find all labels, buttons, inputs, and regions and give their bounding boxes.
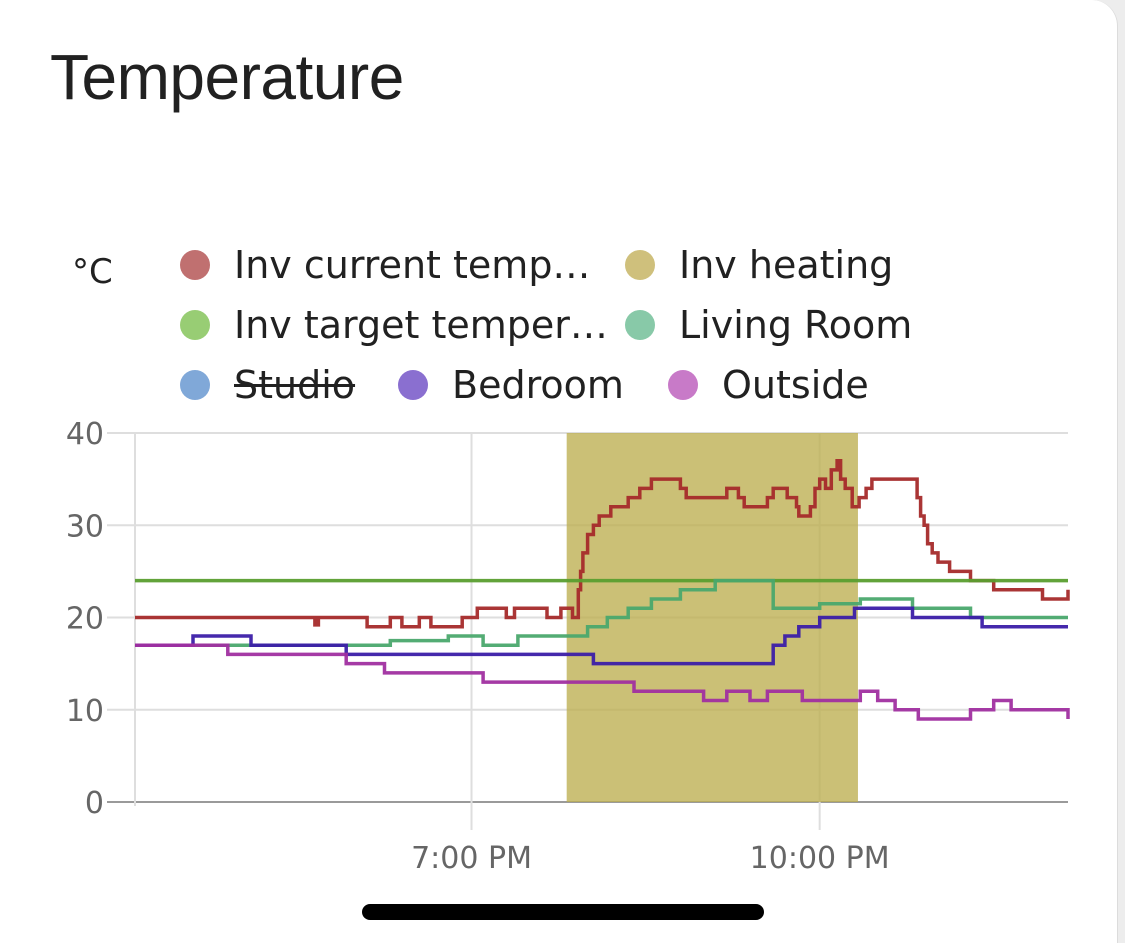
x-tick-label: 10:00 PM	[750, 841, 890, 876]
y-axis-unit-label: °C	[72, 252, 113, 292]
card-title: Temperature	[50, 41, 404, 113]
legend-label: Outside	[722, 363, 869, 407]
series-outside-line	[135, 643, 1070, 721]
legend-label: Studio	[234, 363, 356, 407]
legend-item-inv-heating[interactable]: Inv heating	[625, 243, 893, 287]
legend-label: Inv current temp…	[234, 243, 591, 287]
legend-item-bedroom[interactable]: Bedroom	[398, 363, 624, 407]
legend-label: Inv target temper…	[234, 303, 608, 347]
legend-color-dot	[668, 370, 698, 400]
legend-item-studio[interactable]: Studio	[180, 363, 355, 407]
legend-item-inv-current-temp[interactable]: Inv current temp…	[180, 243, 590, 287]
legend-label: Bedroom	[452, 363, 624, 407]
legend-color-dot	[625, 250, 655, 280]
legend-color-dot	[180, 250, 210, 280]
series-inv-current-temp-line	[135, 458, 1070, 629]
y-tick-label: 20	[66, 602, 104, 637]
legend-color-dot	[180, 310, 210, 340]
y-tick-label: 40	[66, 417, 104, 452]
y-tick-label: 30	[66, 509, 104, 544]
series-bedroom-line	[135, 606, 1068, 666]
legend-item-outside[interactable]: Outside	[668, 363, 869, 407]
legend-color-dot	[625, 310, 655, 340]
home-indicator-bar[interactable]	[362, 904, 764, 920]
y-tick-label: 0	[85, 786, 104, 821]
legend-label: Living Room	[679, 303, 913, 347]
legend-color-dot	[398, 370, 428, 400]
legend-item-living-room[interactable]: Living Room	[625, 303, 912, 347]
series-living-room-line	[135, 578, 1068, 647]
series-inv-heating-area	[566, 433, 858, 802]
y-tick-label: 10	[66, 694, 104, 729]
legend-item-inv-target-temper[interactable]: Inv target temper…	[180, 303, 608, 347]
x-tick-label: 7:00 PM	[411, 841, 532, 876]
legend-color-dot	[180, 370, 210, 400]
legend-label: Inv heating	[679, 243, 894, 287]
